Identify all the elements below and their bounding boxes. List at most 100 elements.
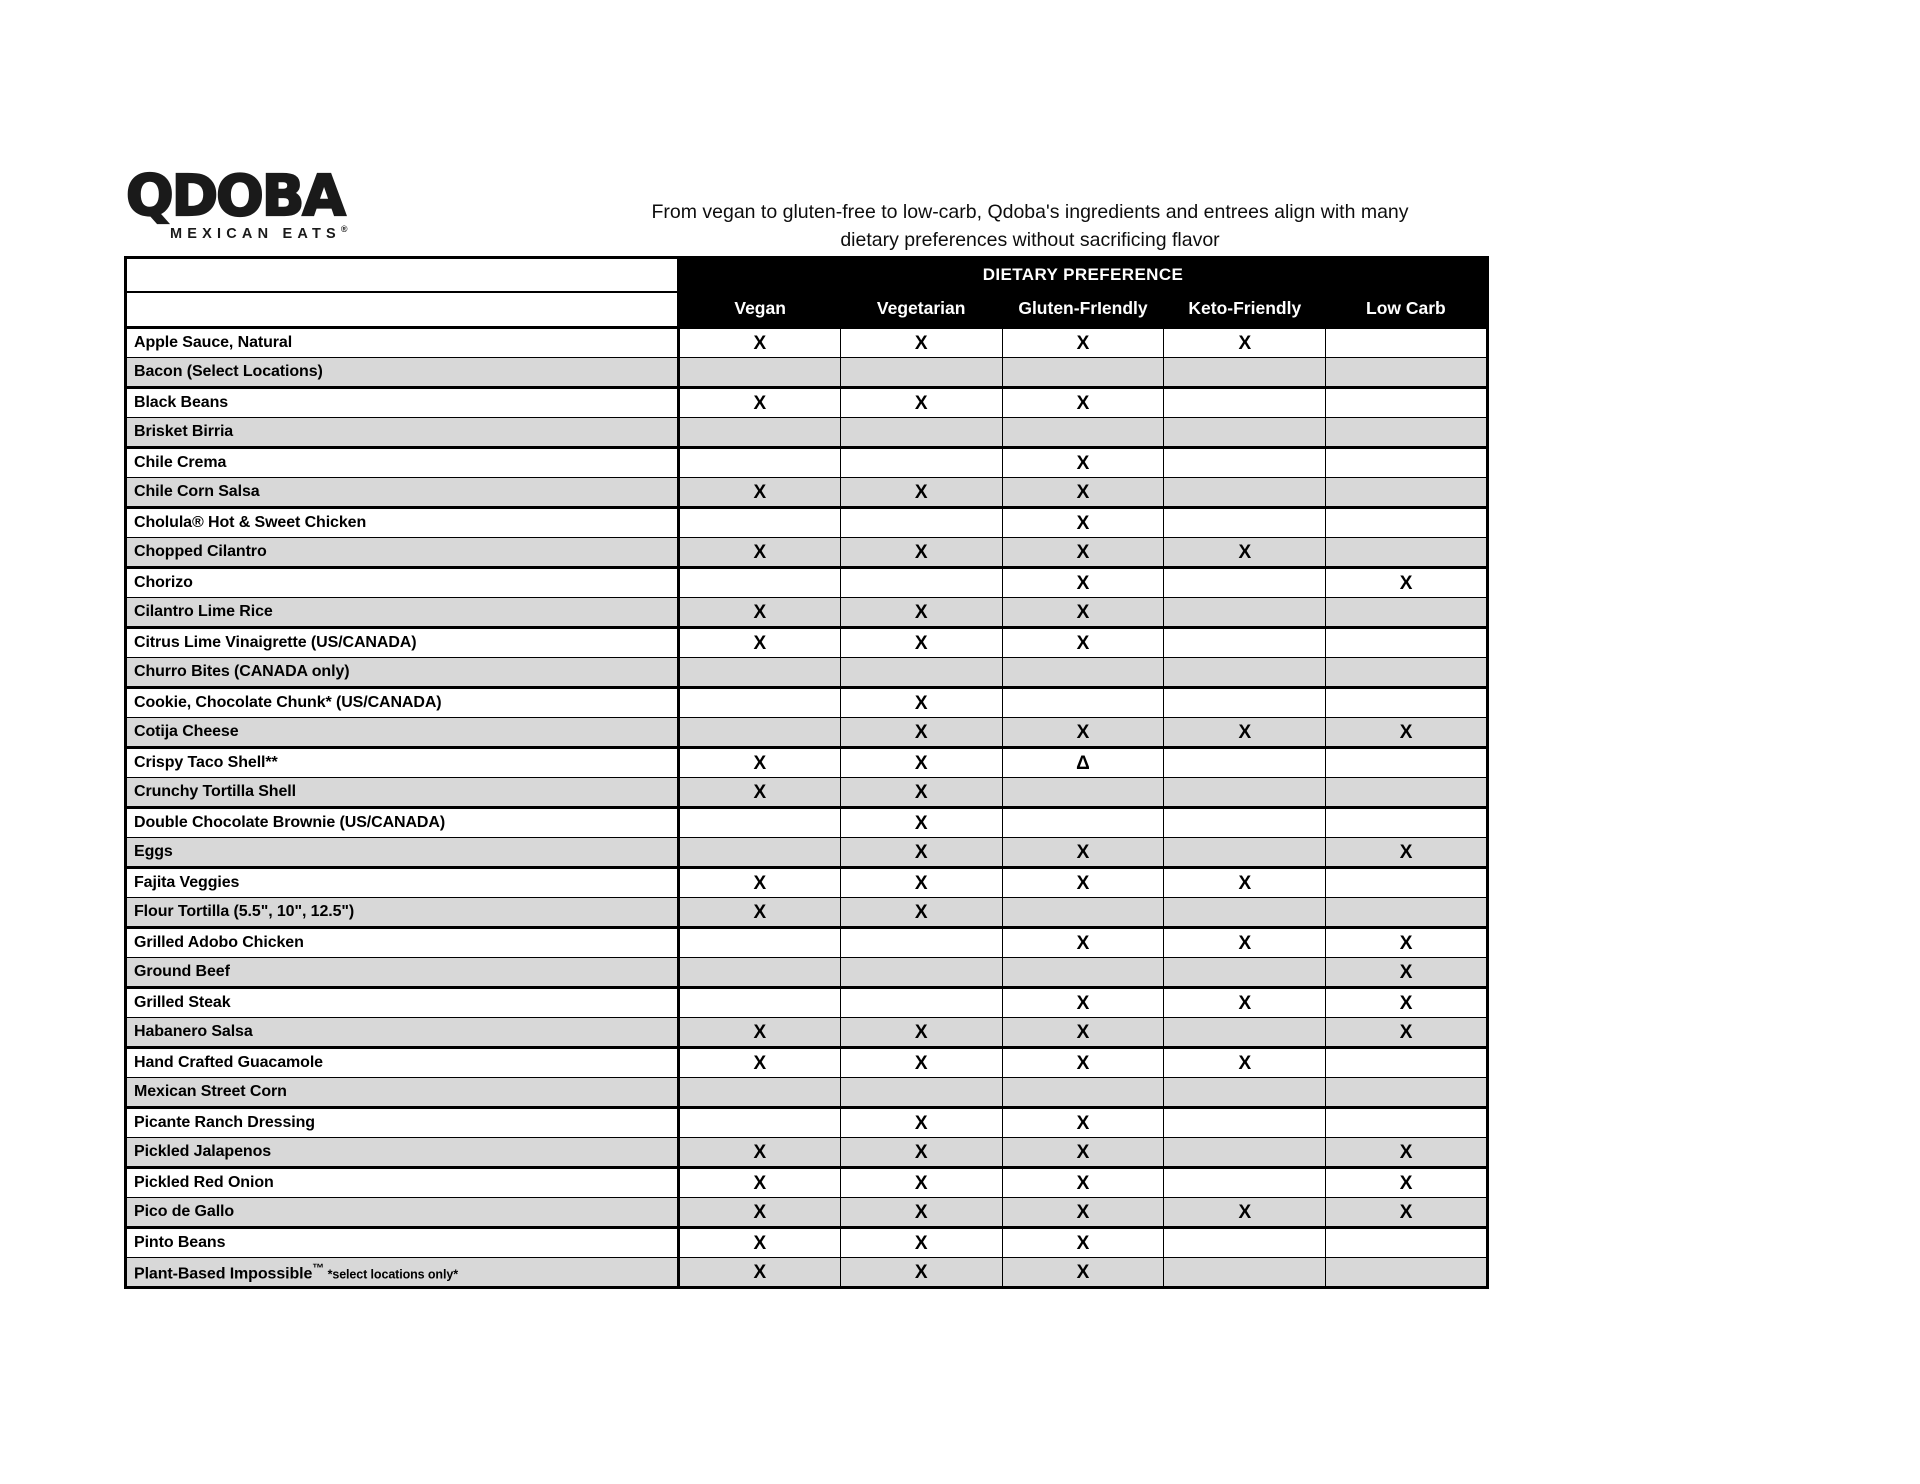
ingredient-name: Chorizo	[125, 567, 680, 598]
cell-gluten-friendly: X	[1001, 537, 1165, 569]
ingredient-name: Ground Beef	[125, 957, 680, 989]
ingredient-name: Chopped Cilantro	[125, 537, 680, 569]
table-row: Apple Sauce, Natural X X X X	[125, 327, 1489, 358]
cell-keto-friendly	[1163, 387, 1327, 418]
cell-keto-friendly	[1163, 597, 1327, 629]
ingredient-name: Grilled Adobo Chicken	[125, 927, 680, 958]
cell-gluten-friendly: X	[1001, 1167, 1165, 1198]
cell-vegetarian	[839, 447, 1003, 478]
qdoba-logo-wordmark: QDOBA	[125, 164, 347, 229]
cell-vegan	[678, 567, 841, 598]
cell-keto-friendly: X	[1163, 867, 1327, 898]
cell-low-carb	[1325, 897, 1489, 929]
ingredient-name: Pico de Gallo	[125, 1197, 680, 1229]
table-row: Fajita Veggies X X X X	[125, 867, 1489, 898]
cell-gluten-friendly: X	[1001, 1197, 1165, 1229]
cell-vegan: X	[678, 747, 841, 778]
cell-keto-friendly	[1163, 957, 1327, 989]
ingredient-name: Cotija Cheese	[125, 717, 680, 749]
cell-vegetarian: X	[839, 1107, 1003, 1138]
table-row: Bacon (Select Locations)	[125, 357, 1489, 389]
table-header-row-group: DIETARY PREFERENCE	[125, 257, 1488, 293]
cell-vegan: X	[678, 897, 841, 929]
table-row: Habanero Salsa X X X X	[125, 1017, 1489, 1049]
table-row: Double Chocolate Brownie (US/CANADA) X	[125, 807, 1489, 838]
cell-keto-friendly	[1163, 897, 1327, 929]
ingredient-name: Grilled Steak	[125, 987, 680, 1018]
cell-vegetarian: X	[839, 1137, 1003, 1169]
cell-gluten-friendly: X	[1001, 717, 1165, 749]
cell-low-carb	[1325, 657, 1489, 689]
table-row: Grilled Adobo Chicken X X X	[125, 927, 1489, 958]
cell-keto-friendly	[1163, 777, 1327, 809]
table-row: Chopped Cilantro X X X X	[125, 537, 1489, 569]
table-row: Cholula® Hot & Sweet Chicken X	[125, 507, 1489, 538]
cell-keto-friendly	[1163, 807, 1327, 838]
cell-vegan: X	[678, 1257, 841, 1289]
cell-low-carb	[1325, 447, 1489, 478]
cell-keto-friendly	[1163, 1017, 1327, 1049]
cell-low-carb	[1325, 807, 1489, 838]
ingredient-name: Chile Corn Salsa	[125, 477, 680, 509]
cell-gluten-friendly: X	[1001, 387, 1165, 418]
cell-vegetarian	[839, 987, 1003, 1018]
cell-gluten-friendly: X	[1001, 477, 1165, 509]
ingredient-name: Pickled Jalapenos	[125, 1137, 680, 1169]
cell-keto-friendly	[1163, 567, 1327, 598]
cell-vegan: X	[678, 627, 841, 658]
page-subtitle: From vegan to gluten-free to low-carb, Q…	[651, 201, 1409, 251]
cell-vegan: X	[678, 867, 841, 898]
table-row: Mexican Street Corn	[125, 1077, 1489, 1109]
table-body: Apple Sauce, Natural X X X X Bacon (Select Lo…	[125, 327, 1489, 1289]
cell-gluten-friendly	[1001, 807, 1165, 838]
qdoba-logo: QDOBA MEXICAN EATS®	[124, 164, 424, 242]
column-header-low-carb: Low Carb	[1325, 291, 1488, 329]
cell-vegan: X	[678, 387, 841, 418]
ingredient-name: Pinto Beans	[125, 1227, 680, 1258]
cell-low-carb: X	[1325, 1017, 1489, 1049]
cell-vegetarian: X	[839, 747, 1003, 778]
table-row: Flour Tortilla (5.5", 10", 12.5") X X	[125, 897, 1489, 929]
table-row: Pinto Beans X X X	[125, 1227, 1489, 1258]
cell-low-carb	[1325, 357, 1489, 389]
cell-vegan	[678, 507, 841, 538]
cell-keto-friendly	[1163, 837, 1327, 869]
ingredient-name: Brisket Birria	[125, 417, 680, 449]
cell-vegan: X	[678, 1137, 841, 1169]
table-row: Crispy Taco Shell** X X Δ	[125, 747, 1489, 778]
cell-vegetarian	[839, 357, 1003, 389]
cell-gluten-friendly: X	[1001, 1047, 1165, 1078]
cell-low-carb: X	[1325, 717, 1489, 749]
cell-low-carb: X	[1325, 957, 1489, 989]
table-row: Cookie, Chocolate Chunk* (US/CANADA) X	[125, 687, 1489, 718]
cell-keto-friendly: X	[1163, 1047, 1327, 1078]
ingredient-name: Habanero Salsa	[125, 1017, 680, 1049]
cell-low-carb	[1325, 747, 1489, 778]
cell-gluten-friendly: X	[1001, 837, 1165, 869]
ingredient-name: Mexican Street Corn	[125, 1077, 680, 1109]
ingredient-name: Bacon (Select Locations)	[125, 357, 680, 389]
cell-keto-friendly	[1163, 417, 1327, 449]
table-row: Picante Ranch Dressing X X	[125, 1107, 1489, 1138]
table-row: Black Beans X X X	[125, 387, 1489, 418]
ingredient-name: Crispy Taco Shell**	[125, 747, 680, 778]
cell-gluten-friendly: Δ	[1001, 747, 1165, 778]
table-row: Chile Crema X	[125, 447, 1489, 478]
ingredient-name: Eggs	[125, 837, 680, 869]
cell-keto-friendly	[1163, 687, 1327, 718]
cell-low-carb: X	[1325, 1197, 1489, 1229]
cell-gluten-friendly: X	[1001, 597, 1165, 629]
cell-keto-friendly: X	[1163, 537, 1327, 569]
cell-vegan	[678, 987, 841, 1018]
cell-low-carb	[1325, 477, 1489, 509]
cell-vegetarian: X	[839, 1197, 1003, 1229]
cell-gluten-friendly	[1001, 357, 1165, 389]
cell-keto-friendly	[1163, 627, 1327, 658]
ingredient-name: Citrus Lime Vinaigrette (US/CANADA)	[125, 627, 680, 658]
cell-vegetarian: X	[839, 867, 1003, 898]
cell-low-carb	[1325, 387, 1489, 418]
cell-vegan	[678, 1077, 841, 1109]
ingredient-name: Churro Bites (CANADA only)	[125, 657, 680, 689]
cell-vegan	[678, 807, 841, 838]
